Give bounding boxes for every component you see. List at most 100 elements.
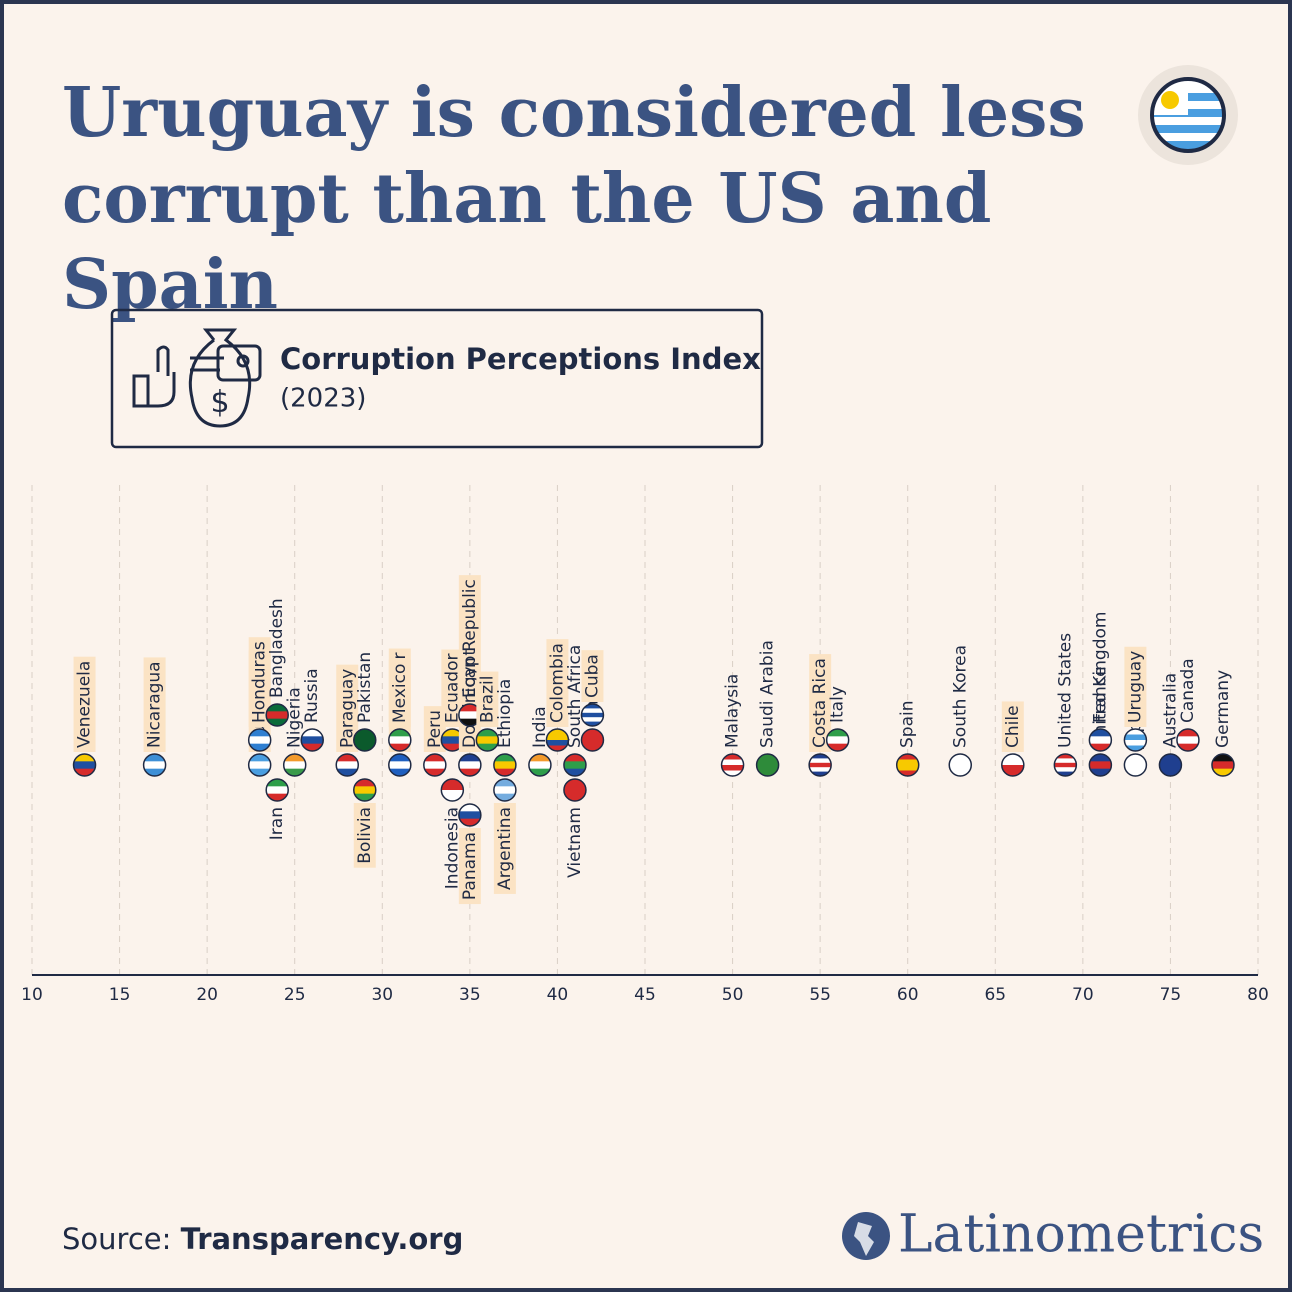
label-group: United Kingdom: [1090, 612, 1110, 748]
dot: [1211, 753, 1235, 777]
point-label: Egypt: [460, 649, 480, 698]
flag-stripe: [458, 718, 481, 726]
flag-stripe: [1176, 736, 1199, 745]
flag-stripe: [581, 708, 604, 714]
legend-subtitle: (2023): [280, 384, 366, 414]
flag-stripe: [896, 754, 919, 760]
point-label: Chile: [1003, 705, 1023, 748]
flag-stripe: [546, 745, 569, 751]
point-label: Venezuela: [75, 661, 95, 748]
flag-stripe: [248, 736, 271, 745]
flag-stripe: [423, 768, 446, 776]
label-highlight: [336, 664, 359, 752]
flag-stripe: [581, 729, 604, 751]
flag-stripe: [353, 729, 376, 751]
flag-stripe: [493, 761, 516, 770]
point-label: France: [1090, 666, 1110, 723]
point-label: Bangladesh: [267, 598, 287, 698]
point-label: Bolivia: [355, 807, 375, 864]
x-tick-label: 35: [459, 985, 481, 1005]
label-group: Iran: [267, 807, 287, 840]
flag-stripe: [441, 790, 464, 801]
flag: [143, 754, 166, 776]
dot: [265, 778, 289, 802]
dot: [353, 728, 377, 752]
x-tick-label: 40: [547, 985, 569, 1005]
point-label: United States: [1055, 633, 1075, 748]
point-label: Spain: [898, 701, 918, 749]
point-label: Honduras: [250, 641, 270, 723]
flag-stripe: [1089, 736, 1112, 745]
label-highlight: [423, 706, 446, 752]
x-tick-label: 30: [371, 985, 393, 1005]
flag-stripe: [826, 736, 849, 745]
dot: [388, 728, 412, 752]
flag-stripe: [1054, 754, 1077, 759]
label-group: Venezuela: [73, 656, 96, 752]
label-highlight: [493, 803, 516, 894]
point-label: Cuba: [582, 654, 602, 698]
point-label: Paraguay: [337, 669, 357, 748]
dot: [353, 778, 377, 802]
flag-stripe: [563, 761, 586, 770]
flag: [581, 729, 604, 751]
flag: [721, 754, 744, 776]
flag: [336, 754, 359, 776]
label-highlight: [581, 650, 604, 702]
label-group: Australia: [1160, 673, 1180, 748]
dot: [720, 753, 745, 777]
flag: [563, 754, 586, 776]
label-group: Argentina: [493, 803, 516, 894]
dot: [265, 703, 289, 727]
label-group: Malaysia: [723, 674, 743, 748]
label-highlight: [546, 639, 569, 727]
label-group: Nigeria: [285, 687, 305, 748]
flag-stripe: [1124, 754, 1147, 776]
x-tick-label: 25: [284, 985, 306, 1005]
flag-stripe: [143, 761, 166, 770]
dot: [458, 803, 482, 827]
dot: [755, 753, 780, 777]
label-group: Bangladesh: [267, 598, 287, 698]
label-group: Panama: [458, 828, 481, 905]
dot: [282, 753, 307, 777]
flag: [493, 779, 516, 801]
label-group: Ecuador: [441, 649, 464, 727]
flag-stripe: [493, 786, 516, 795]
label-highlight: [476, 671, 499, 727]
point-label: Iran: [267, 807, 287, 840]
flag-stripe: [388, 743, 411, 751]
flag-stripe: [266, 711, 289, 720]
flag-stripe: [546, 729, 569, 735]
label-highlight: [353, 803, 376, 868]
dot: [72, 753, 97, 777]
flag-stripe: [476, 729, 499, 737]
dot: [458, 753, 482, 777]
flag-stripe: [809, 754, 832, 759]
flag: [458, 754, 481, 776]
flag-stripe: [756, 754, 779, 776]
dot: [1053, 753, 1078, 777]
flag: [388, 754, 411, 776]
flag-stripe: [458, 818, 481, 826]
label-group: Germany: [1213, 670, 1233, 748]
point-label: Ecuador: [442, 654, 462, 723]
chart-title: Uruguay is considered less corrupt than …: [62, 73, 1086, 325]
dot: [440, 778, 465, 802]
flag-stripe: [283, 761, 306, 770]
flag-stripe: [441, 743, 464, 751]
flag-stripe: [721, 765, 744, 771]
point-label: Germany: [1213, 670, 1233, 748]
flag: [581, 704, 604, 726]
flag: [809, 754, 832, 776]
flag-stripe: [143, 754, 166, 762]
flag: [1001, 754, 1024, 776]
label-highlight: [388, 659, 411, 727]
label-group: Honduras: [248, 637, 271, 727]
point-label: United Kingdom: [1090, 612, 1110, 748]
flag-stripe: [353, 779, 376, 787]
dot: [825, 728, 850, 752]
point-label: Uruguay: [1125, 651, 1145, 723]
